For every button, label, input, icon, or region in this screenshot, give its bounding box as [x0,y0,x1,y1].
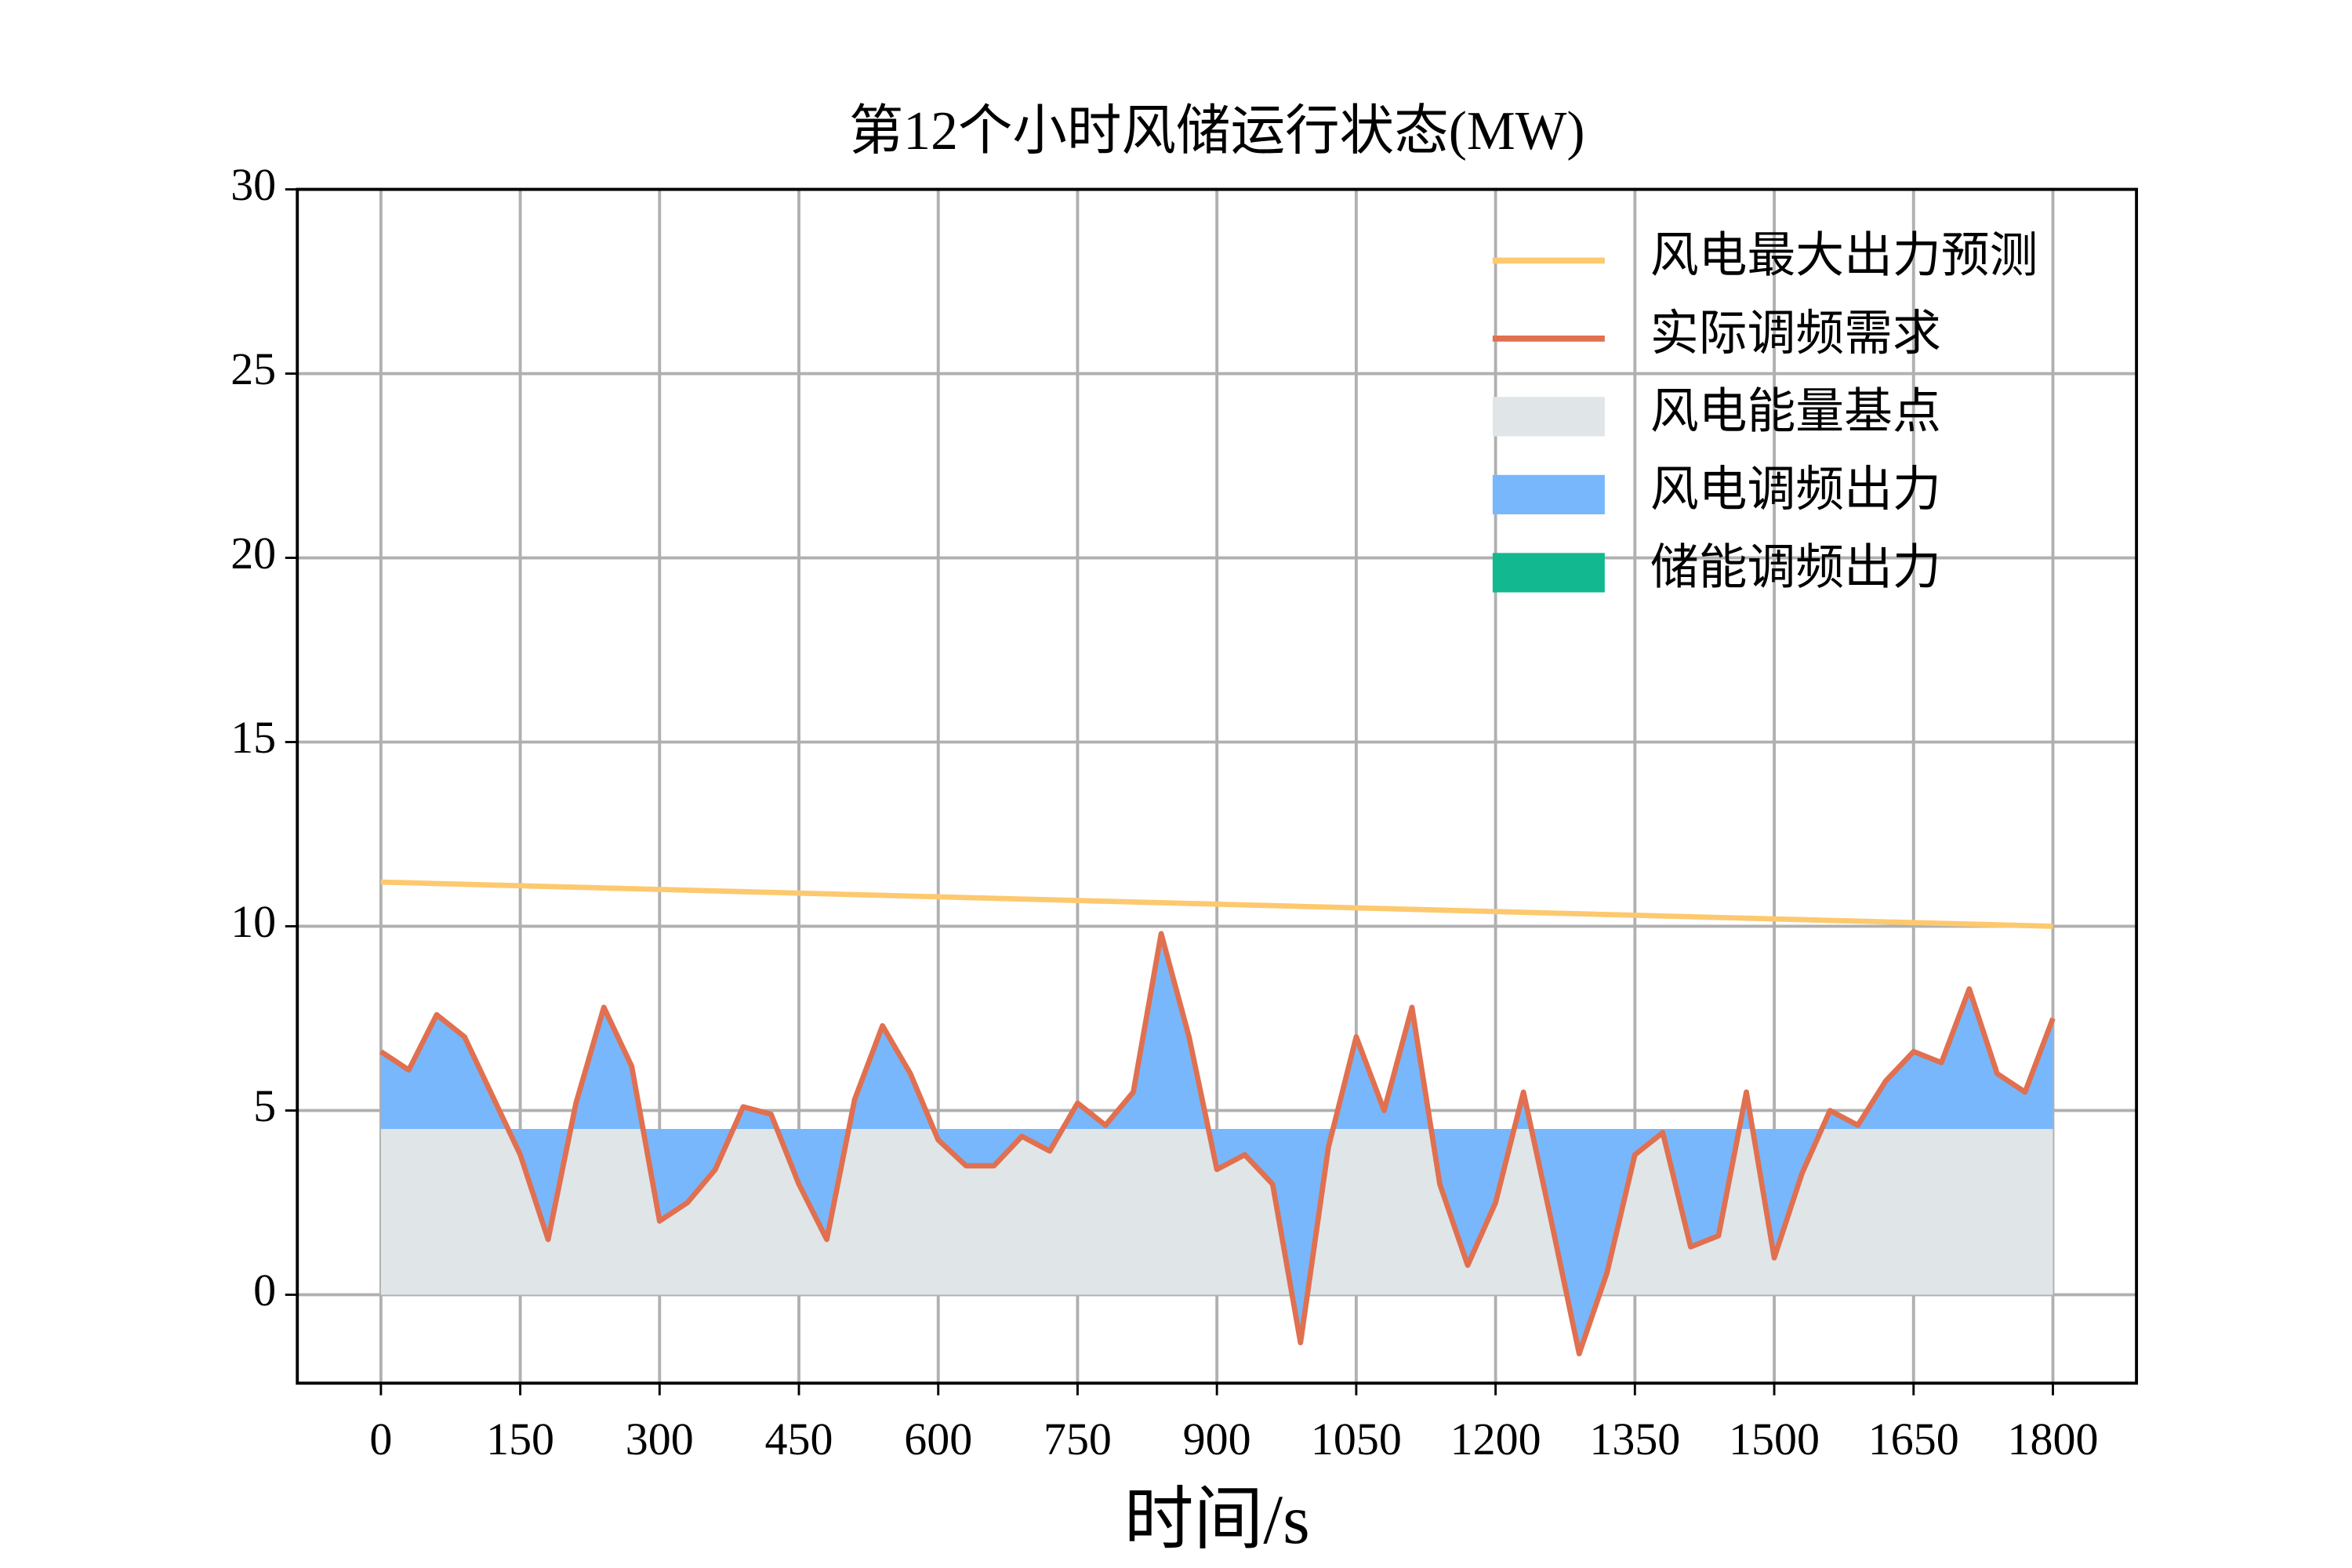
y-tick-label: 10 [230,896,276,947]
x-tick-label: 750 [1044,1414,1112,1465]
y-tick-label: 25 [230,343,276,394]
y-tick-label: 20 [230,528,276,579]
x-axis-label: 时间/s [1124,1482,1310,1559]
legend-label: 风电最大出力预测 [1650,230,2038,283]
x-tick-label: 0 [369,1414,392,1465]
legend-swatch [1492,553,1605,593]
area [380,933,2053,1354]
x-tick-label: 1350 [1589,1414,1680,1465]
x-tick-label: 1200 [1450,1414,1541,1465]
legend-swatch [1492,474,1605,515]
x-tick-label: 1800 [2008,1414,2099,1465]
chart-title: 第12个小时风储运行状态(MW) [849,101,1585,162]
x-tick-label: 300 [626,1414,694,1465]
x-tick-label: 450 [765,1414,833,1465]
y-tick-label: 15 [230,712,276,763]
plot-frame [296,187,2139,1385]
x-tick-label: 1050 [1311,1414,1402,1465]
legend-label: 实际调频需求 [1650,307,1941,361]
x-tick-label: 1650 [1868,1414,1959,1465]
legend-label: 风电能量基点 [1650,386,1941,439]
legend-label: 风电调频出力 [1650,463,1941,517]
y-tick-label: 30 [230,159,276,210]
x-tick-label: 600 [904,1414,972,1465]
y-tick-label: 5 [253,1080,276,1131]
line [379,931,2056,1357]
legend-label: 储能调频出力 [1650,542,1941,595]
x-tick-label: 1500 [1729,1414,1820,1465]
x-tick-label: 150 [486,1414,554,1465]
y-tick-label: 0 [253,1265,276,1316]
x-tick-label: 900 [1183,1414,1251,1465]
line [380,879,2053,929]
legend-swatch [1492,397,1605,437]
